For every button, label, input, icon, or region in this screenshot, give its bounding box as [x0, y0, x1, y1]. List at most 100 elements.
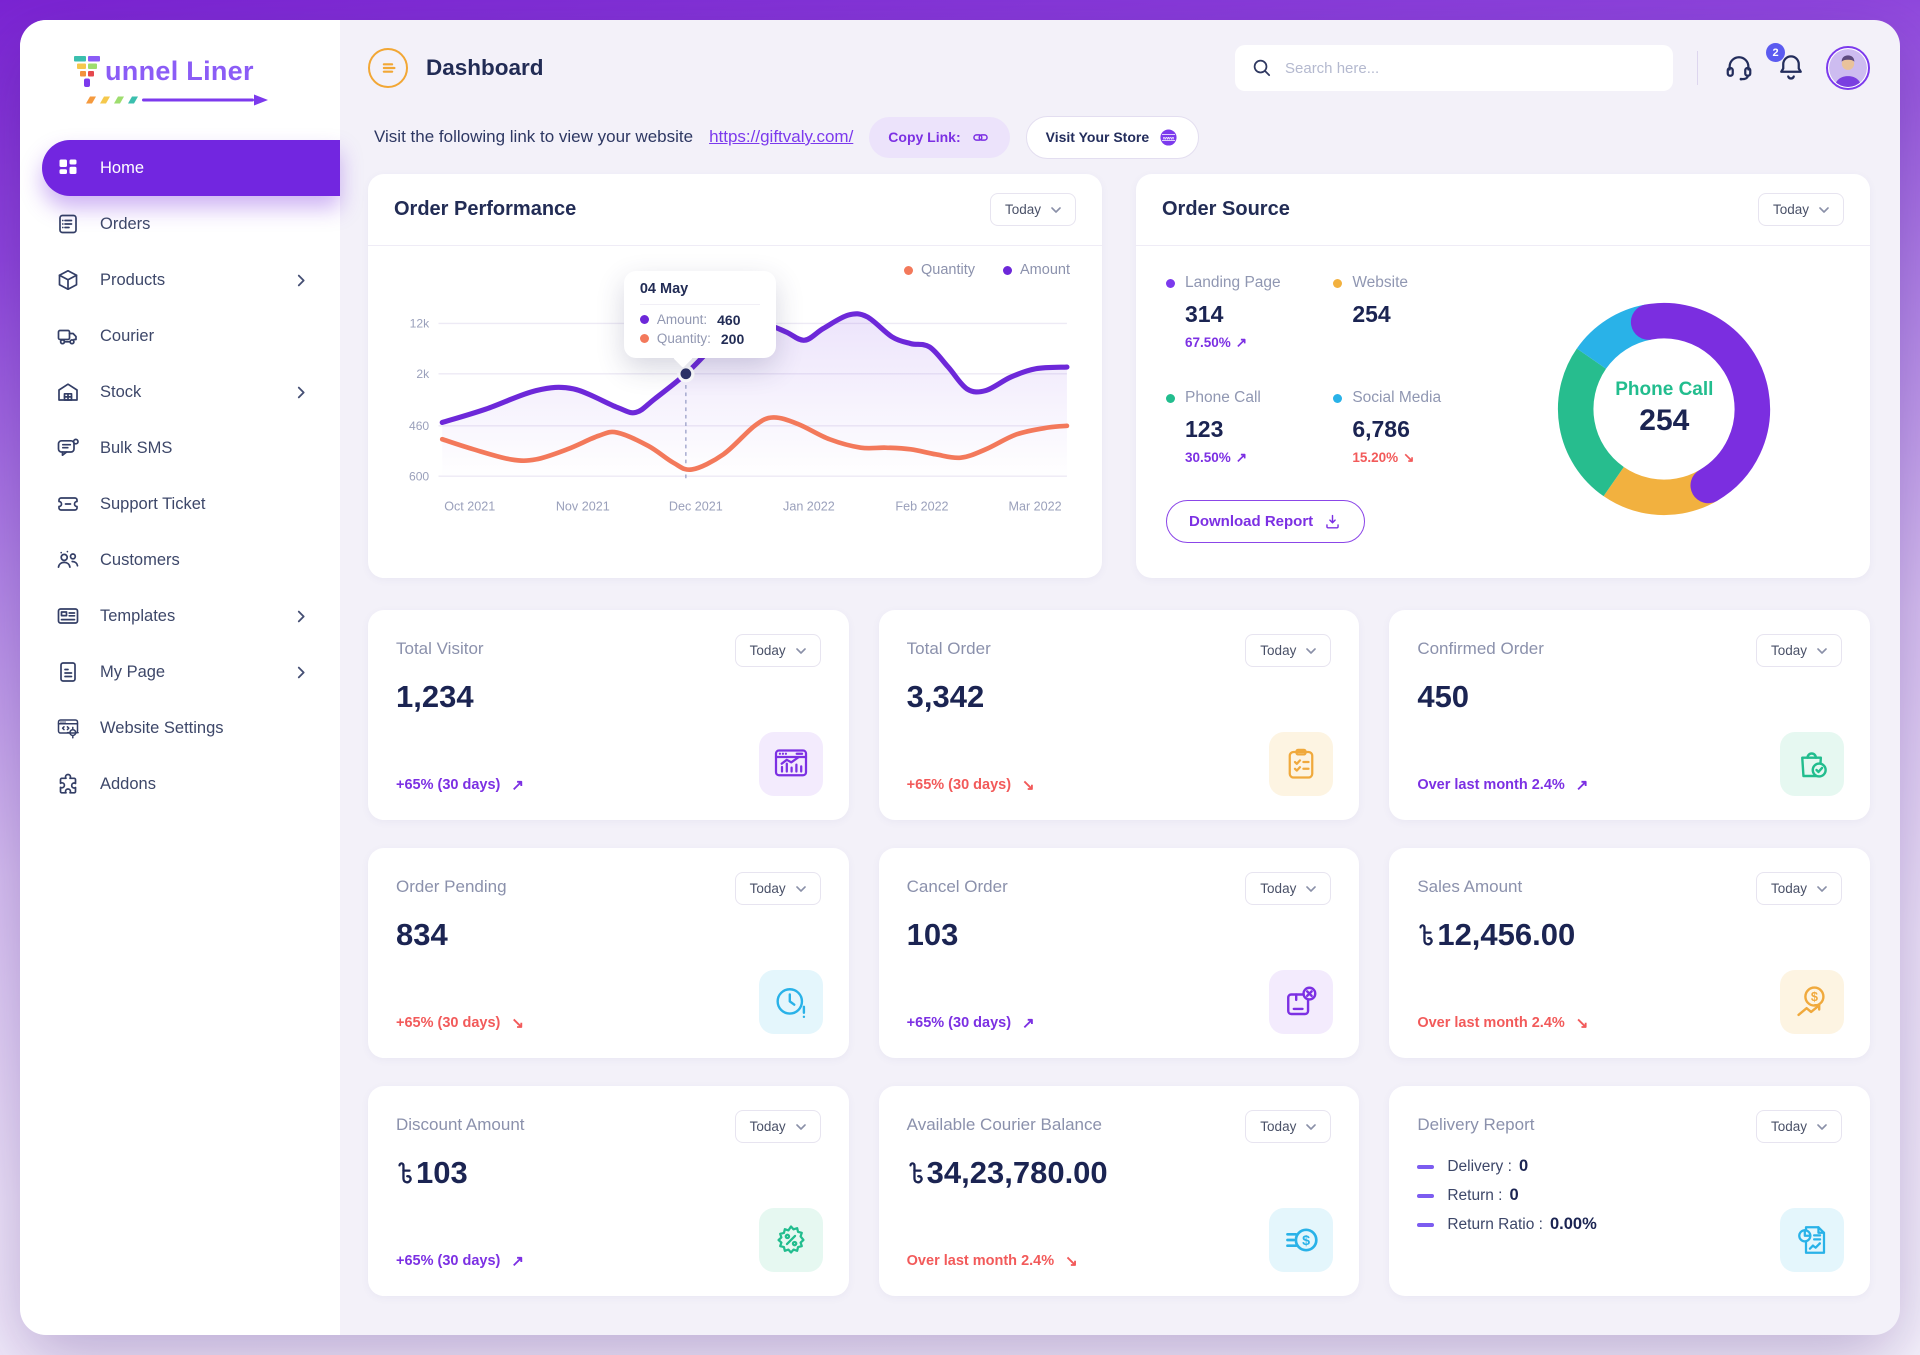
card-period-dropdown-available-courier-balance[interactable]: Today [1245, 1110, 1332, 1143]
svg-text:12k: 12k [410, 317, 430, 331]
report-row-return-ratio: Return Ratio : 0.00% [1417, 1215, 1842, 1234]
chevron-down-icon [1306, 885, 1317, 892]
dash-bullet-icon [1417, 1193, 1435, 1198]
card-period-dropdown-total-order[interactable]: Today [1245, 634, 1332, 667]
stat-value: 314 [1185, 301, 1224, 327]
globe-www-icon: www [1160, 128, 1177, 146]
sidebar-item-website-settings[interactable]: Website Settings [20, 700, 340, 756]
order-performance-chart: 12k 2k 460 600 Oct 2021 Nov 2021 Dec 2021 Jan 2… [390, 270, 1080, 534]
card-change: +65% (30 days) ↘ [396, 1015, 524, 1032]
sidebar-menu: Home Orders Products Courier Stock Bulk … [20, 140, 340, 812]
card-value: 34,23,780.00 [907, 1155, 1332, 1191]
stat-card-delivery-report: Delivery Report Today Delivery : 0 Retur… [1389, 1086, 1870, 1296]
topbar: Dashboard [368, 20, 1870, 108]
card-title: Total Order [906, 639, 991, 658]
order-source-stat-landing-page: Landing Page 314 67.50% ↗ [1166, 274, 1317, 351]
chevron-down-icon [1051, 206, 1061, 213]
app-window: unnel Liner Home Orders Products [20, 20, 1900, 1335]
card-change: Over last month 2.4% ↗ [1417, 777, 1589, 794]
sidebar-item-courier[interactable]: Courier [20, 308, 340, 364]
sidebar-item-customers[interactable]: Customers [20, 532, 340, 588]
sidebar-item-home[interactable]: Home [42, 140, 340, 196]
order-performance-period-dropdown[interactable]: Today [989, 193, 1076, 226]
card-title: Delivery Report [1417, 1115, 1535, 1134]
order-source-stat-social-media: Social Media 6,786 15.20% ↘ [1333, 389, 1484, 466]
discount-badge-icon [758, 1208, 823, 1272]
card-change: +65% (30 days) ↗ [906, 1015, 1035, 1032]
user-avatar[interactable] [1826, 46, 1870, 90]
sidebar-item-bulk-sms[interactable]: Bulk SMS [20, 420, 340, 476]
brand-wordmark: unnel Liner [105, 56, 254, 86]
logo-arrow-icon [86, 94, 268, 106]
card-value: 12,456.00 [1417, 917, 1842, 953]
stat-value: 254 [1352, 301, 1391, 327]
quantity-dot [639, 334, 649, 344]
sidebar-item-orders[interactable]: Orders [20, 196, 340, 252]
orders-icon [56, 212, 80, 236]
sidebar-item-my-page[interactable]: My Page [20, 644, 340, 700]
svg-text:600: 600 [409, 469, 429, 483]
sales-coin-icon: $ [1779, 970, 1844, 1034]
chevron-right-icon [297, 610, 306, 623]
chart-legend: Quantity Amount [390, 250, 1080, 280]
card-title: Discount Amount [396, 1115, 525, 1134]
card-value: 450 [1417, 679, 1470, 714]
page-title: Dashboard [426, 55, 544, 80]
donut-center-label: Phone Call 254 [1615, 379, 1714, 437]
order-source-panel: Order Source Today Landing Page 314 67.5… [1136, 174, 1870, 578]
bulk-sms-icon [56, 436, 80, 460]
stat-card-total-visitor: Total Visitor Today 1,234 +65% (30 days)… [368, 610, 849, 820]
store-url-link[interactable]: https://giftvaly.com/ [709, 127, 854, 146]
store-link-message: Visit the following link to view your we… [374, 127, 694, 146]
notifications-button[interactable]: 2 [1766, 43, 1808, 85]
customers-icon [56, 548, 80, 572]
chevron-down-icon [1817, 647, 1827, 654]
chevron-down-icon [1817, 885, 1827, 892]
order-source-period-dropdown[interactable]: Today [1757, 193, 1844, 226]
stat-dot [1333, 278, 1343, 288]
stat-change: 30.50% ↗ [1185, 450, 1248, 465]
stat-dot [1166, 393, 1175, 403]
stat-card-available-courier-balance: Available Courier Balance Today 34,23,78… [878, 1086, 1360, 1296]
card-change: Over last month 2.4% ↘ [1417, 1015, 1589, 1032]
support-headset-button[interactable] [1722, 51, 1756, 85]
sidebar-item-products[interactable]: Products [20, 252, 340, 308]
visit-store-button[interactable]: Visit Your Store www [1025, 115, 1200, 159]
headset-icon [1726, 55, 1752, 80]
sidebar-item-stock[interactable]: Stock [20, 364, 340, 420]
sidebar-item-support-ticket[interactable]: Support Ticket [20, 476, 340, 532]
courier-balance-icon: $ [1269, 1208, 1334, 1272]
card-period-dropdown-delivery-report[interactable]: Today [1755, 1110, 1842, 1143]
store-link-bar: Visit the following link to view your we… [374, 112, 1870, 162]
pending-clock-icon [758, 970, 823, 1034]
chevron-right-icon [297, 274, 306, 287]
copy-link-button[interactable]: Copy Link: [869, 116, 1010, 158]
download-report-button[interactable]: Download Report [1166, 500, 1366, 543]
card-period-dropdown-total-visitor[interactable]: Today [734, 634, 821, 667]
card-period-dropdown-sales-amount[interactable]: Today [1755, 872, 1842, 905]
card-change: +65% (30 days) ↘ [906, 777, 1035, 794]
topbar-divider [1697, 51, 1698, 85]
svg-text:2k: 2k [416, 367, 430, 381]
card-period-dropdown-cancel-order[interactable]: Today [1245, 872, 1332, 905]
order-source-stat-website: Website 254 [1333, 274, 1484, 351]
search-input[interactable] [1235, 45, 1673, 91]
order-source-stat-phone-call: Phone Call 123 30.50% ↗ [1166, 389, 1317, 466]
taka-currency-icon [909, 1161, 923, 1183]
svg-text:$: $ [1302, 1233, 1310, 1249]
chevron-down-icon [1819, 206, 1829, 213]
card-value: 3,342 [906, 679, 985, 714]
support-ticket-icon [56, 492, 80, 516]
card-period-dropdown-confirmed-order[interactable]: Today [1755, 634, 1842, 667]
card-title: Cancel Order [906, 877, 1008, 896]
website-settings-icon [56, 716, 80, 740]
card-change: Over last month 2.4% ↘ [906, 1253, 1078, 1270]
sidebar-item-templates[interactable]: Templates [20, 588, 340, 644]
sidebar-item-addons[interactable]: Addons [20, 756, 340, 812]
my-page-icon [56, 660, 80, 684]
funnel-logo-icon [74, 56, 100, 92]
card-period-dropdown-order-pending[interactable]: Today [734, 872, 821, 905]
menu-toggle-button[interactable] [368, 48, 408, 88]
card-period-dropdown-discount-amount[interactable]: Today [734, 1110, 821, 1143]
card-change: +65% (30 days) ↗ [396, 777, 524, 794]
